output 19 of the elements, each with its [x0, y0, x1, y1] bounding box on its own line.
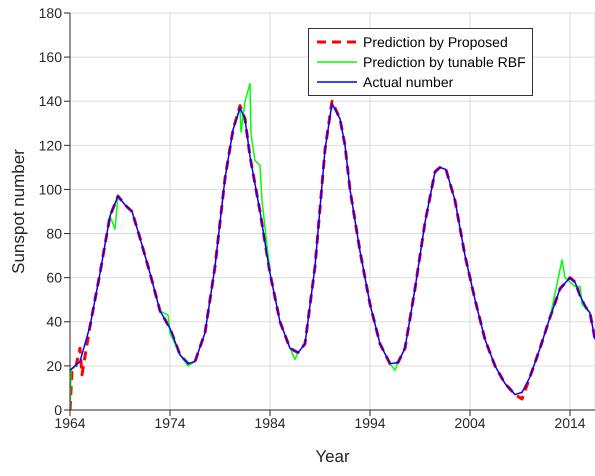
- x-tick-label: 1974: [154, 414, 186, 431]
- y-tick-label: 60: [46, 270, 62, 286]
- legend-label: Actual number: [363, 74, 454, 90]
- x-axis-title: Year: [315, 447, 350, 466]
- legend-label: Prediction by Proposed: [363, 34, 508, 50]
- x-tick-label: 2004: [454, 414, 486, 431]
- x-tick-label: 2014: [554, 414, 586, 431]
- y-axis-title: Sunspot number: [9, 148, 28, 274]
- y-tick-label: 120: [38, 137, 62, 154]
- y-tick-label: 40: [46, 314, 62, 330]
- y-tick-label: 140: [38, 93, 62, 110]
- y-tick-label: 180: [38, 4, 62, 21]
- y-tick-label: 160: [38, 49, 62, 66]
- legend-label: Prediction by tunable RBF: [363, 54, 526, 70]
- x-tick-label: 1994: [354, 414, 386, 431]
- y-tick-label: 80: [46, 226, 62, 242]
- y-tick-label: 100: [38, 181, 62, 198]
- x-tick-label: 1984: [254, 414, 286, 431]
- y-tick-label: 20: [46, 358, 62, 374]
